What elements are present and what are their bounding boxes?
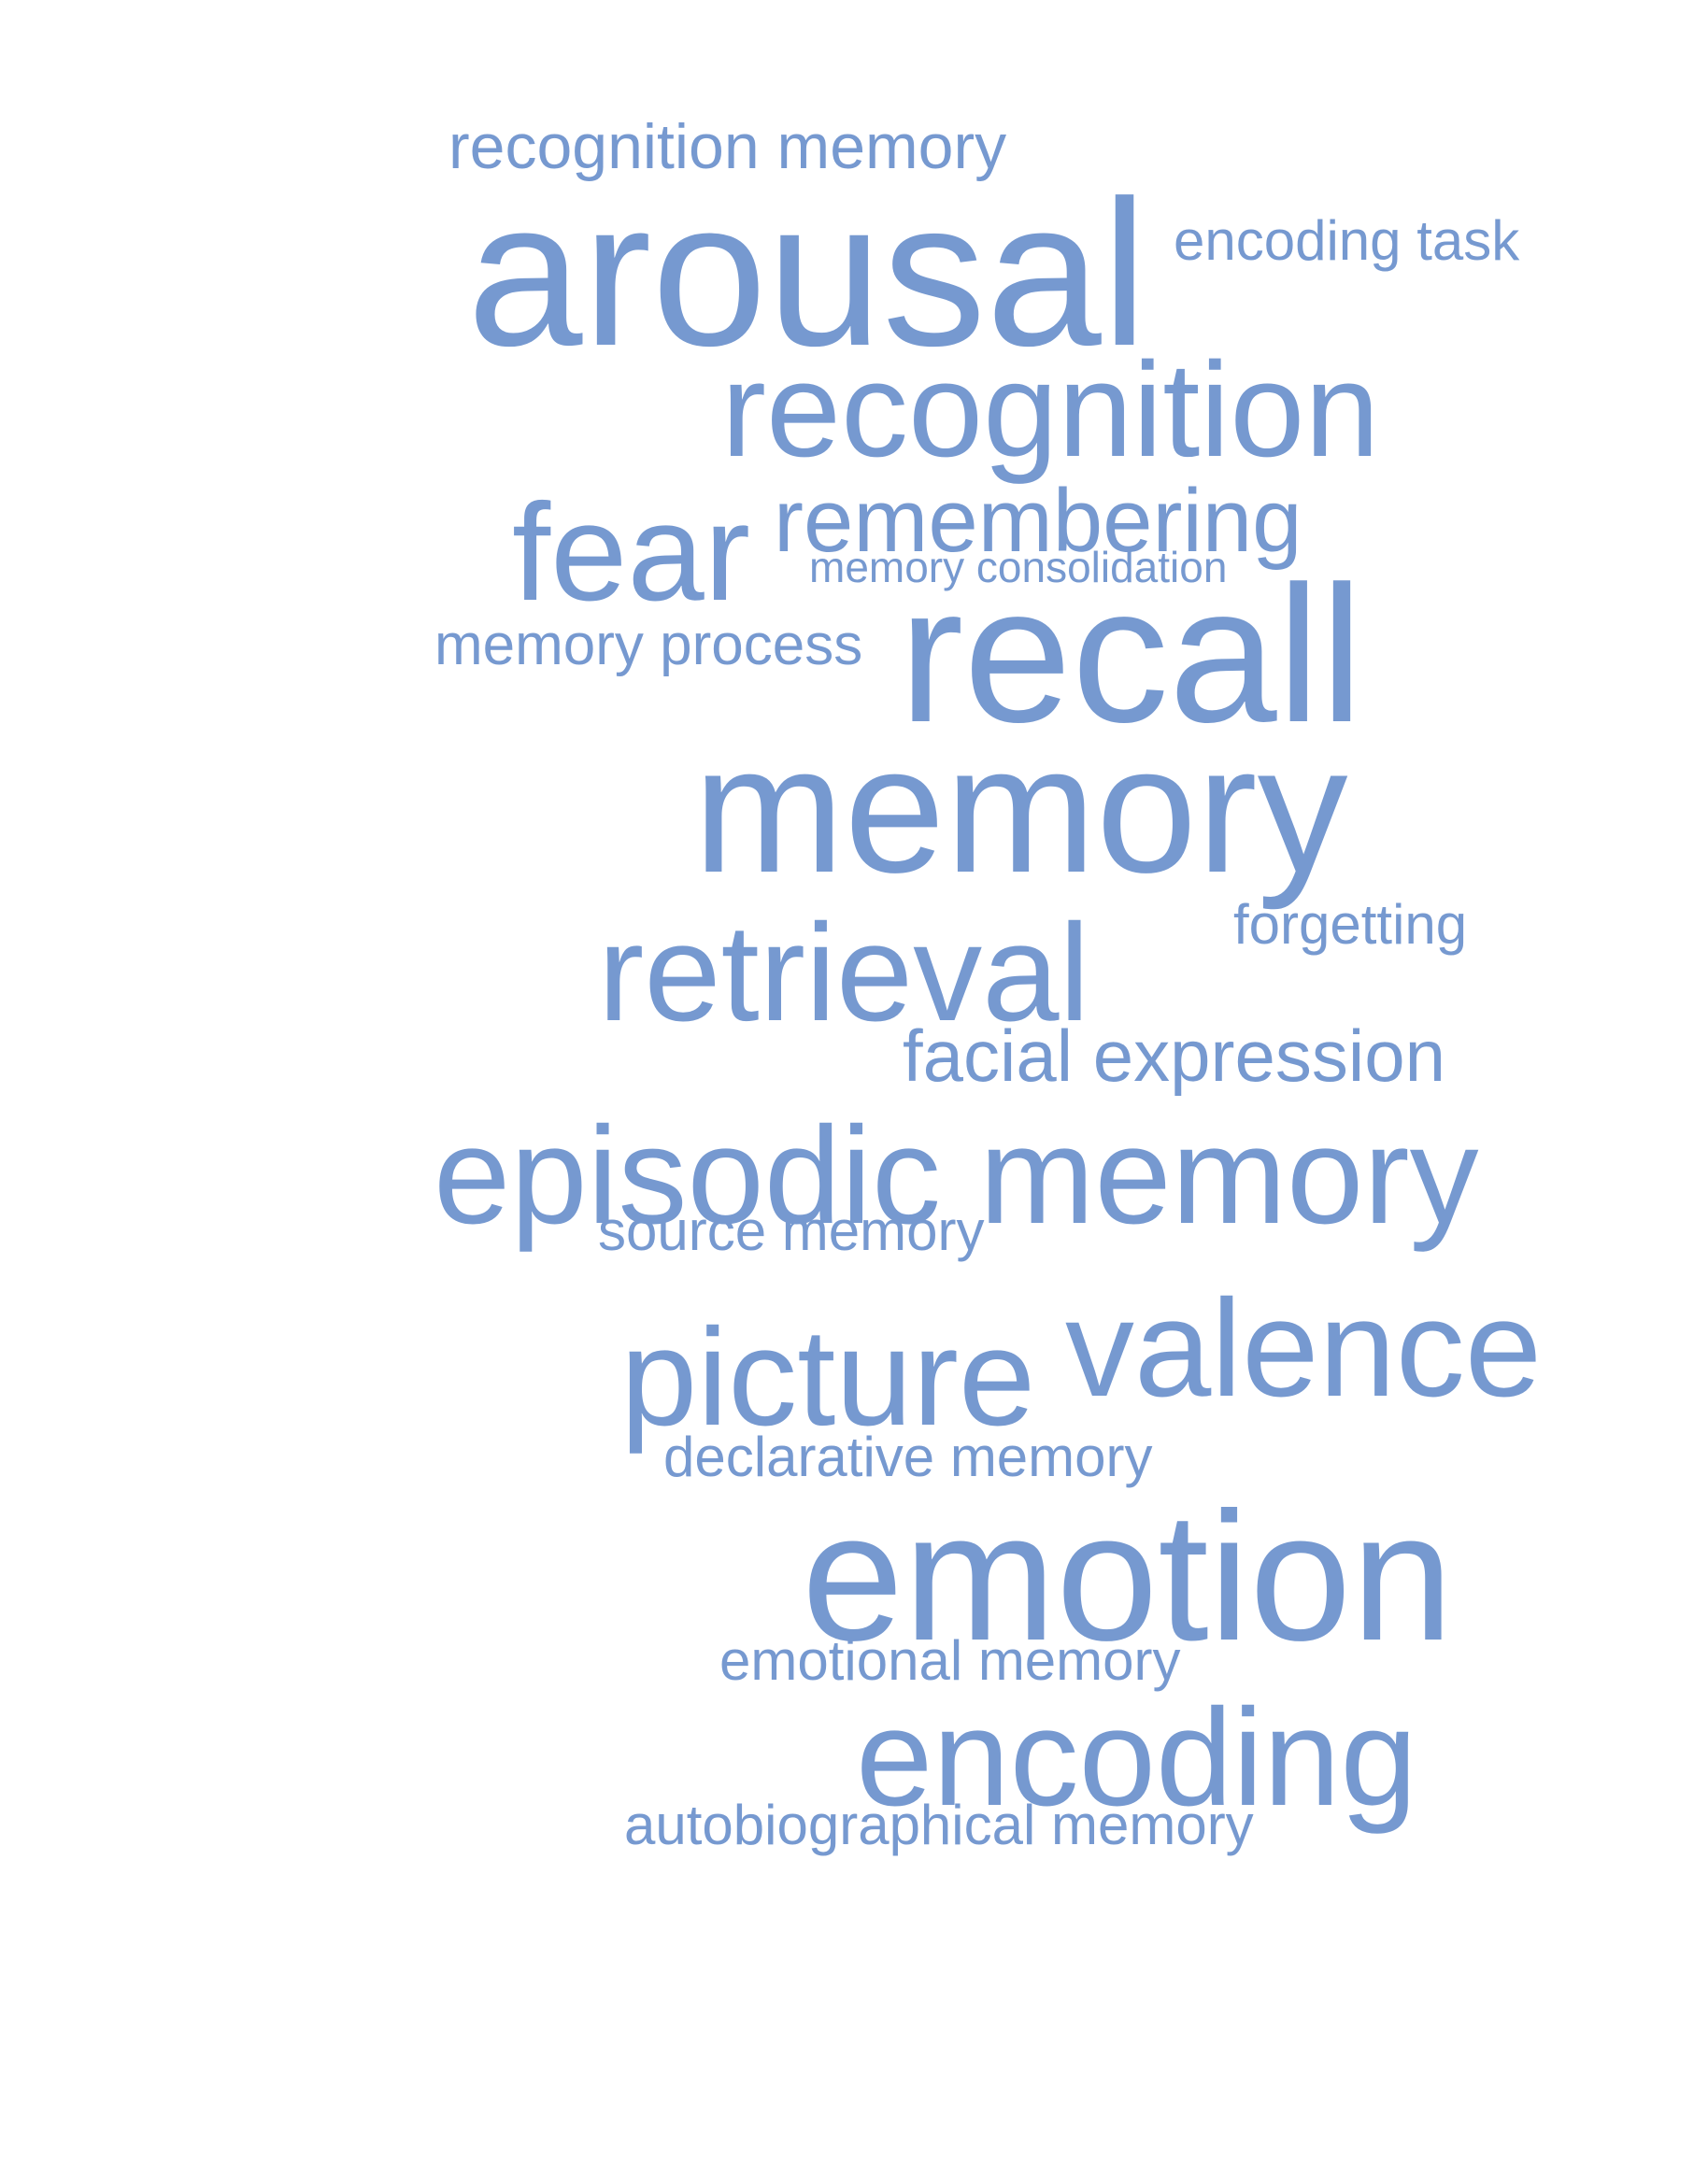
word-recognition-memory: recognition memory — [448, 111, 1007, 182]
word-emotional-memory: emotional memory — [719, 1629, 1181, 1692]
word-episodic-memory: episodic memory — [434, 1099, 1479, 1253]
word-arousal: arousal — [467, 158, 1148, 390]
word-memory-consolidation: memory consolidation — [809, 543, 1228, 591]
word-memory-process: memory process — [434, 613, 863, 677]
word-source-memory: source memory — [598, 1200, 985, 1262]
word-forgetting: forgetting — [1233, 893, 1468, 956]
word-facial-expression: facial expression — [903, 1015, 1445, 1097]
word-valence: valence — [1065, 1271, 1543, 1426]
word-encoding-task: encoding task — [1174, 209, 1520, 272]
word-fear: fear — [512, 476, 751, 630]
word-emotion: emotion — [802, 1474, 1454, 1679]
word-declarative-memory: declarative memory — [663, 1426, 1153, 1488]
word-retrieval: retrieval — [598, 896, 1090, 1050]
word-remembering: remembering — [774, 471, 1302, 571]
word-picture: picture — [620, 1300, 1036, 1455]
word-autobiographical-memory: autobiographical memory — [624, 1794, 1254, 1856]
word-memory: memory — [693, 708, 1348, 911]
word-recognition: recognition — [721, 334, 1380, 485]
word-recall: recall — [899, 547, 1364, 763]
word-encoding: encoding — [856, 1681, 1417, 1835]
